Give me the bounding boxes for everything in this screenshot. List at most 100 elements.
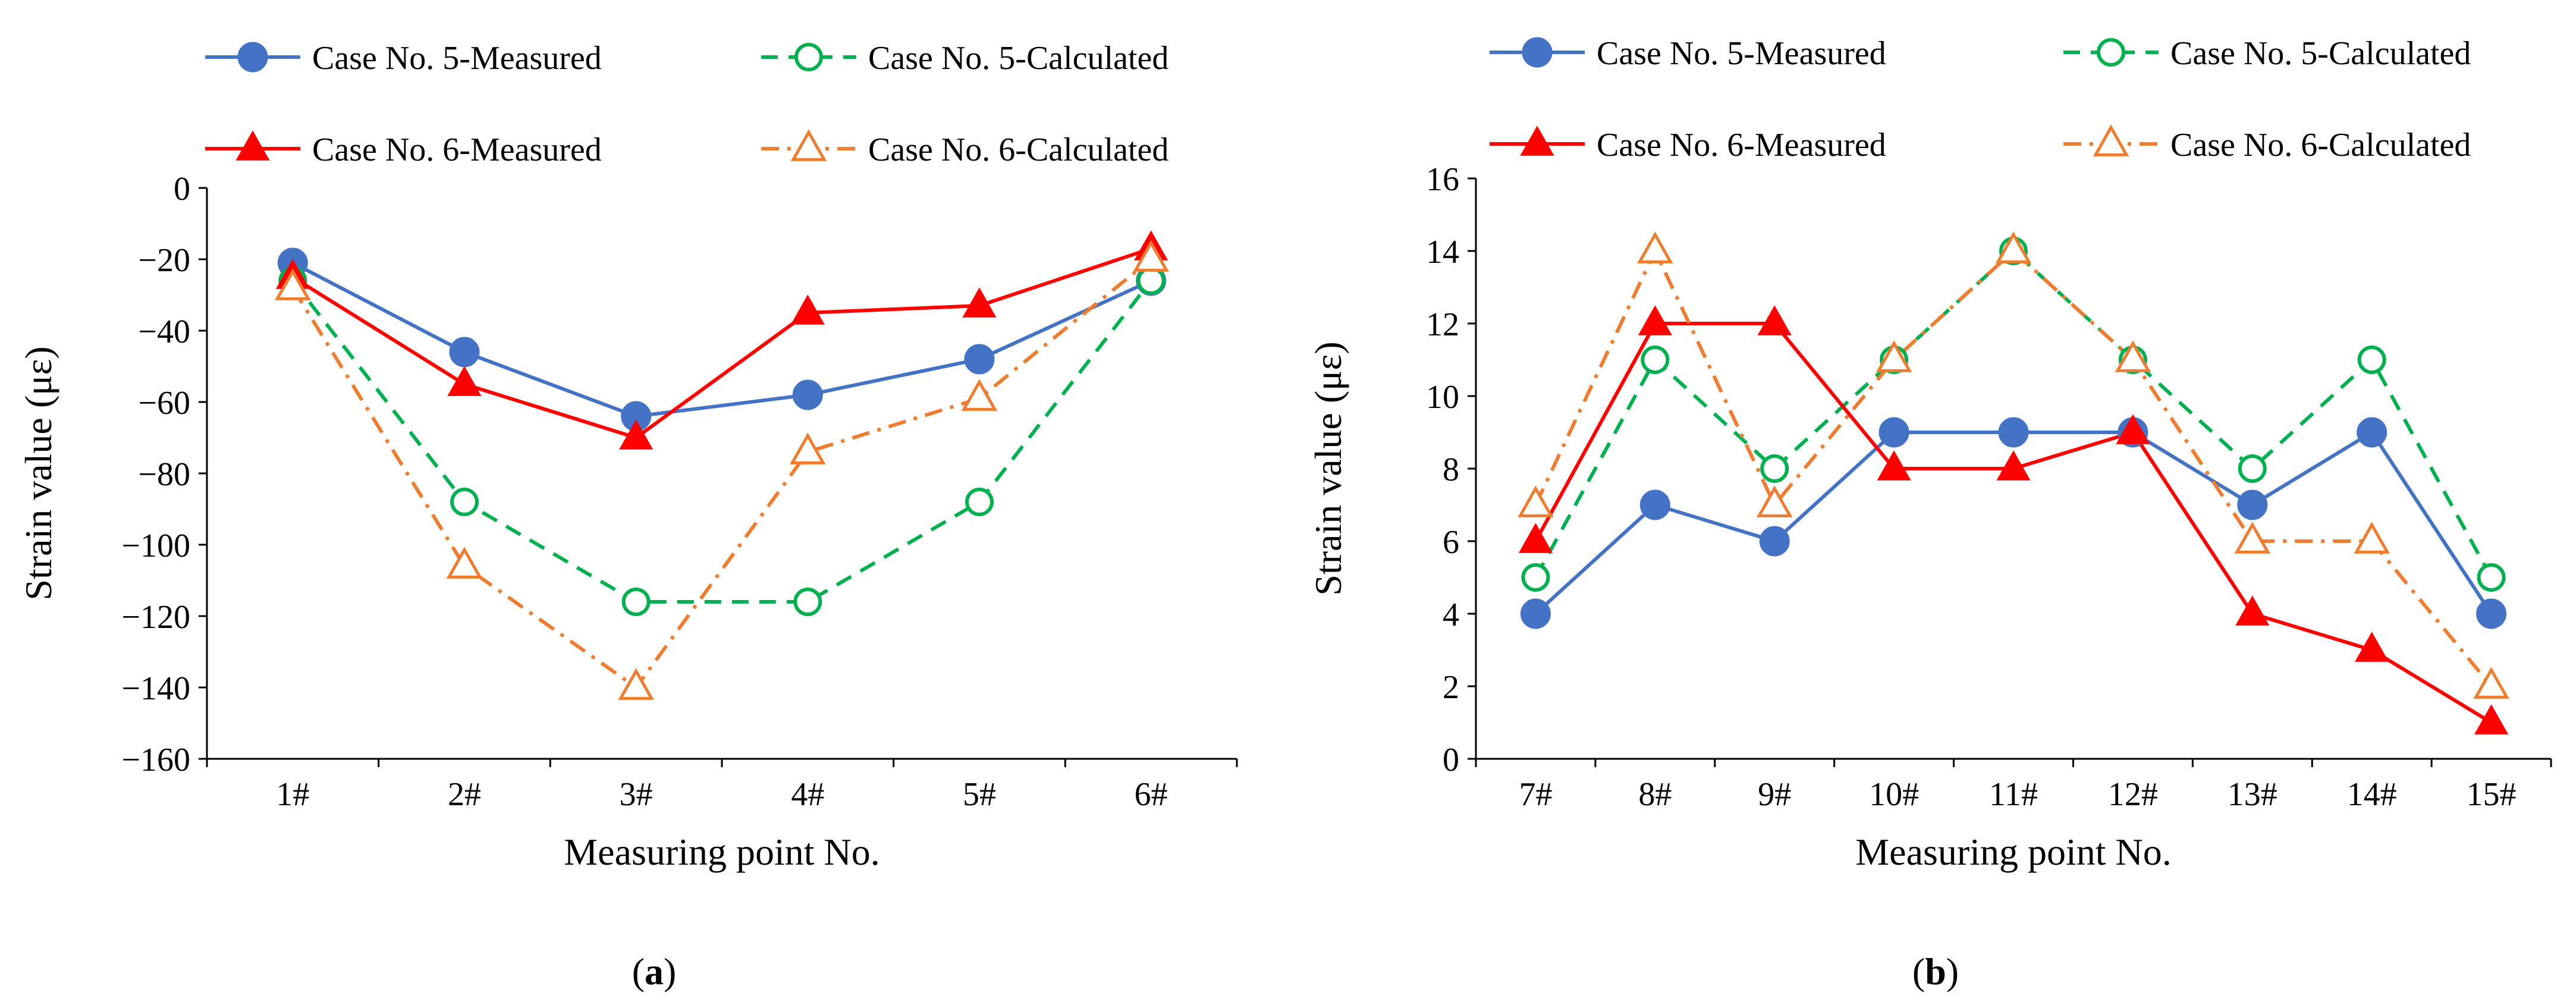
x-axis-title: Measuring point No. <box>564 831 880 873</box>
data-point-s1-0 <box>1521 563 1550 592</box>
data-point-s3-5 <box>2115 340 2151 372</box>
series-line-0 <box>291 261 1152 419</box>
panel-letter: b <box>1925 950 1946 993</box>
data-point-s3-7 <box>2354 522 2390 554</box>
data-point-s1-3 <box>793 588 822 616</box>
x-tick-label: 13# <box>2228 776 2277 813</box>
y-tick-label: −100 <box>121 527 190 564</box>
y-tick-label: 12 <box>1426 306 1459 343</box>
legend-entry-0: Case No. 5-Measured <box>205 40 602 77</box>
panel-label: (a) <box>632 950 677 993</box>
legend-label: Case No. 6-Measured <box>312 131 602 168</box>
legend-entry-0: Case No. 5-Measured <box>1490 35 1886 72</box>
chart-panel-b: 0 2 4 6 8 10 12 14 16 7# 8# 9# 10# 11# 12# 13# 14# 15# Mea… <box>1307 35 2552 993</box>
legend-marker <box>794 43 823 71</box>
y-axis-title: Strain value (με) <box>17 346 59 600</box>
data-point-s3-3 <box>1876 340 1912 372</box>
data-point-s1-7 <box>2357 346 2386 374</box>
y-axis-title: Strain value (με) <box>1307 341 1349 595</box>
legend-marker <box>2093 124 2129 156</box>
data-point-s2-2 <box>619 419 654 450</box>
x-tick-label: 7# <box>1519 776 1552 813</box>
legend-entry-2: Case No. 6-Measured <box>205 130 602 168</box>
x-tick-label: 8# <box>1638 776 1672 813</box>
legend-marker <box>2097 38 2125 67</box>
x-tick-label: 3# <box>620 776 653 813</box>
panel-letter: a <box>645 950 664 993</box>
data-point-s1-1 <box>1641 346 1670 374</box>
data-point-s3-3 <box>790 432 826 464</box>
data-point-s2-3 <box>1877 450 1911 481</box>
data-point-s0-1 <box>449 337 480 368</box>
data-point-s3-2 <box>1756 485 1793 517</box>
legend-label: Case No. 5-Measured <box>312 40 602 77</box>
y-tick-label: −20 <box>138 242 190 279</box>
data-point-s2-4 <box>962 287 997 318</box>
data-point-s3-1 <box>1637 231 1673 263</box>
series-line-1 <box>1534 248 2493 579</box>
legend-label: Case No. 6-Measured <box>1597 127 1886 164</box>
legend-entry-1: Case No. 5-Calculated <box>761 40 1168 77</box>
data-point-s3-2 <box>618 668 654 700</box>
legend-label: Case No. 6-Calculated <box>2170 127 2471 164</box>
data-point-s0-3 <box>1878 417 1909 448</box>
data-point-s2-1 <box>1638 305 1672 335</box>
x-tick-label: 15# <box>2467 776 2517 813</box>
legend-label: Case No. 5-Calculated <box>2170 35 2471 72</box>
data-point-s3-8 <box>2473 667 2509 699</box>
data-point-s2-8 <box>2474 704 2509 734</box>
data-point-s3-6 <box>2234 522 2271 554</box>
data-point-s1-2 <box>1760 454 1789 483</box>
legend-entry-3: Case No. 6-Calculated <box>2063 124 2471 164</box>
x-tick-label: 4# <box>791 776 824 813</box>
data-point-s2-0 <box>1518 523 1553 553</box>
legend-marker <box>237 42 268 73</box>
series-line-3 <box>291 258 1152 690</box>
legend-marker <box>790 129 827 161</box>
legend-label: Case No. 6-Calculated <box>868 131 1168 168</box>
data-point-s0-4 <box>1998 417 2029 448</box>
data-point-s1-5 <box>1136 266 1166 295</box>
data-point-s1-6 <box>2238 454 2267 483</box>
legend-marker <box>1520 125 1554 156</box>
legend-label: Case No. 5-Calculated <box>868 40 1168 77</box>
series-line-1 <box>291 280 1153 604</box>
data-point-s1-8 <box>2477 563 2506 592</box>
y-tick-label: 4 <box>1443 596 1459 633</box>
x-tick-label: 14# <box>2347 776 2397 813</box>
y-tick-label: 0 <box>1443 742 1459 778</box>
data-point-s1-2 <box>621 588 651 616</box>
data-point-s3-0 <box>275 268 311 300</box>
x-tick-label: 6# <box>1135 776 1168 813</box>
x-tick-label: 1# <box>276 776 309 813</box>
data-point-s2-4 <box>1996 450 2031 481</box>
data-point-s2-5 <box>2116 414 2150 444</box>
data-point-s0-2 <box>1759 526 1790 557</box>
panel-label: (b) <box>1912 950 1959 993</box>
legend-entry-1: Case No. 5-Calculated <box>2063 35 2471 72</box>
y-tick-label: 16 <box>1426 161 1459 198</box>
data-point-s1-4 <box>965 488 994 516</box>
x-tick-label: 5# <box>963 776 996 813</box>
data-point-s3-5 <box>1133 240 1169 272</box>
legend-marker <box>235 130 270 161</box>
y-tick-label: −120 <box>121 599 190 636</box>
x-tick-label: 11# <box>1989 776 2038 813</box>
data-point-s0-0 <box>1520 598 1551 629</box>
legend-label: Case No. 5-Measured <box>1597 35 1886 72</box>
data-point-s3-0 <box>1518 485 1554 517</box>
x-tick-label: 10# <box>1869 776 1919 813</box>
data-point-s0-3 <box>792 379 823 410</box>
data-point-s2-2 <box>1757 305 1792 335</box>
y-tick-label: −140 <box>121 670 190 707</box>
y-tick-label: 2 <box>1443 669 1459 706</box>
data-point-s0-8 <box>2476 598 2507 629</box>
data-point-s2-6 <box>2235 595 2270 626</box>
data-point-s0-7 <box>2357 417 2387 448</box>
y-tick-label: 0 <box>174 171 190 208</box>
data-point-s3-4 <box>961 379 998 411</box>
data-point-s2-3 <box>790 294 825 325</box>
y-tick-label: 14 <box>1426 234 1459 271</box>
data-point-s1-1 <box>450 488 479 516</box>
